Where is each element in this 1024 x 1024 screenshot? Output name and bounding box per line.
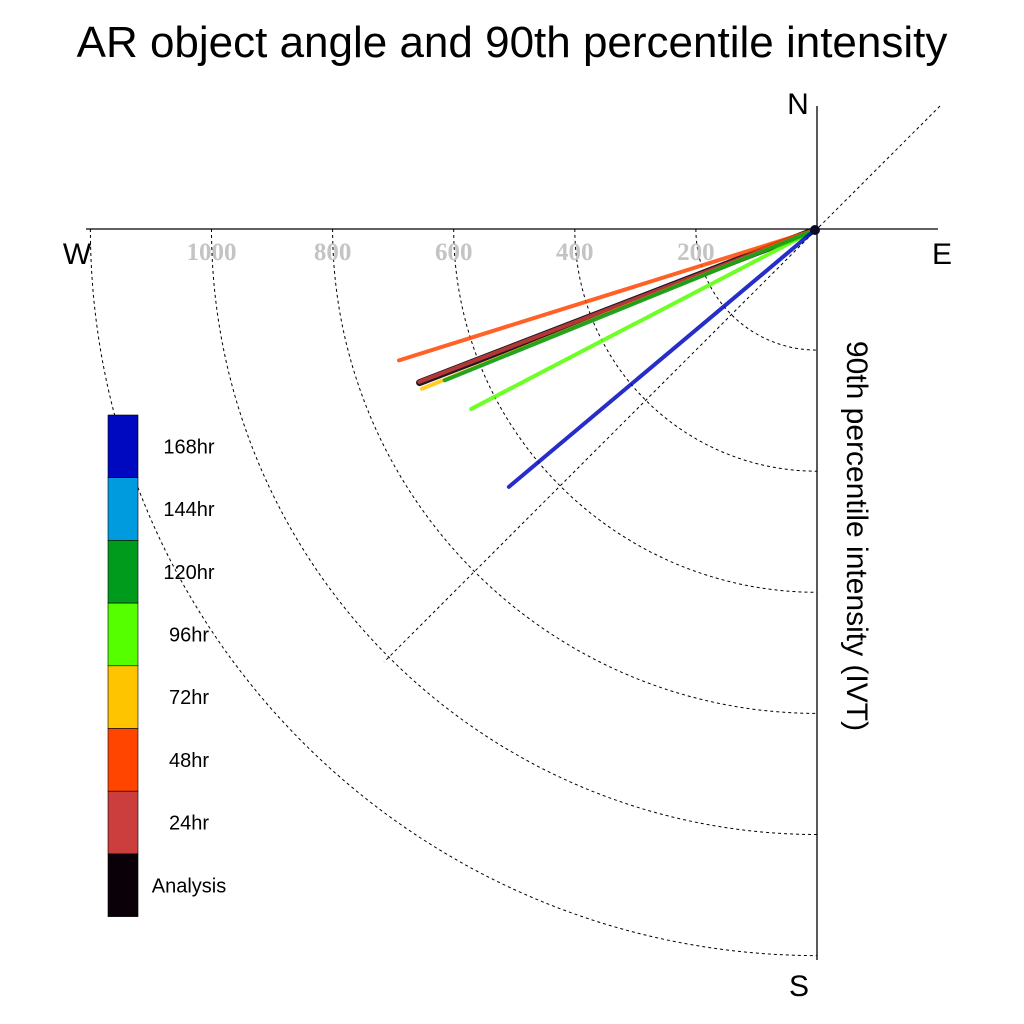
legend-swatch-72hr [107, 665, 139, 729]
legend-swatch-24hr [107, 790, 139, 855]
legend-label-analysis: Analysis [152, 875, 226, 897]
legend-label-72hr: 72hr [169, 687, 209, 709]
legend-swatch-168hr [107, 414, 139, 479]
vector-48hr [396, 228, 817, 363]
legend-swatch-analysis [107, 853, 139, 917]
diagonal-reference-line [383, 105, 941, 663]
range-ring-1000 [211, 228, 818, 835]
vector-series [396, 226, 819, 489]
vector-168hr [506, 228, 817, 489]
range-ring-200 [695, 228, 818, 351]
legend-label-96hr: 96hr [169, 624, 209, 646]
vector-96hr [469, 228, 817, 411]
range-ring-800 [332, 228, 818, 714]
range-ring-600 [453, 228, 818, 593]
vector-120hr [442, 228, 817, 383]
legend-label-48hr: 48hr [169, 750, 209, 772]
compass-east: E [932, 238, 952, 271]
tick-label-1000: 1000 [187, 239, 237, 266]
legend-label-120hr: 120hr [163, 562, 214, 584]
legend-label-168hr: 168hr [163, 436, 214, 458]
tick-label-800: 800 [314, 239, 352, 266]
range-ring-1200 [89, 228, 818, 957]
legend: 168hr 144hr 120hr 96hr 72hr 48hr 24hr Analysis [107, 414, 226, 917]
chart-title: AR object angle and 90th percentile inte… [77, 18, 948, 67]
tick-label-600: 600 [435, 239, 473, 266]
compass-south: S [789, 970, 809, 1003]
legend-swatch-120hr [107, 540, 139, 604]
radial-axis-label: 90th percentile intensity (IVT) [840, 341, 873, 731]
tick-label-400: 400 [556, 239, 594, 266]
compass-west: W [63, 238, 92, 271]
origin-marker [810, 225, 820, 235]
legend-swatch-144hr [107, 477, 139, 541]
legend-label-144hr: 144hr [163, 499, 214, 521]
legend-swatch-48hr [107, 728, 139, 792]
range-rings [89, 228, 818, 957]
legend-label-24hr: 24hr [169, 813, 209, 835]
legend-swatch-96hr [107, 602, 139, 667]
range-ring-400 [574, 228, 818, 472]
compass-north: N [787, 88, 809, 121]
